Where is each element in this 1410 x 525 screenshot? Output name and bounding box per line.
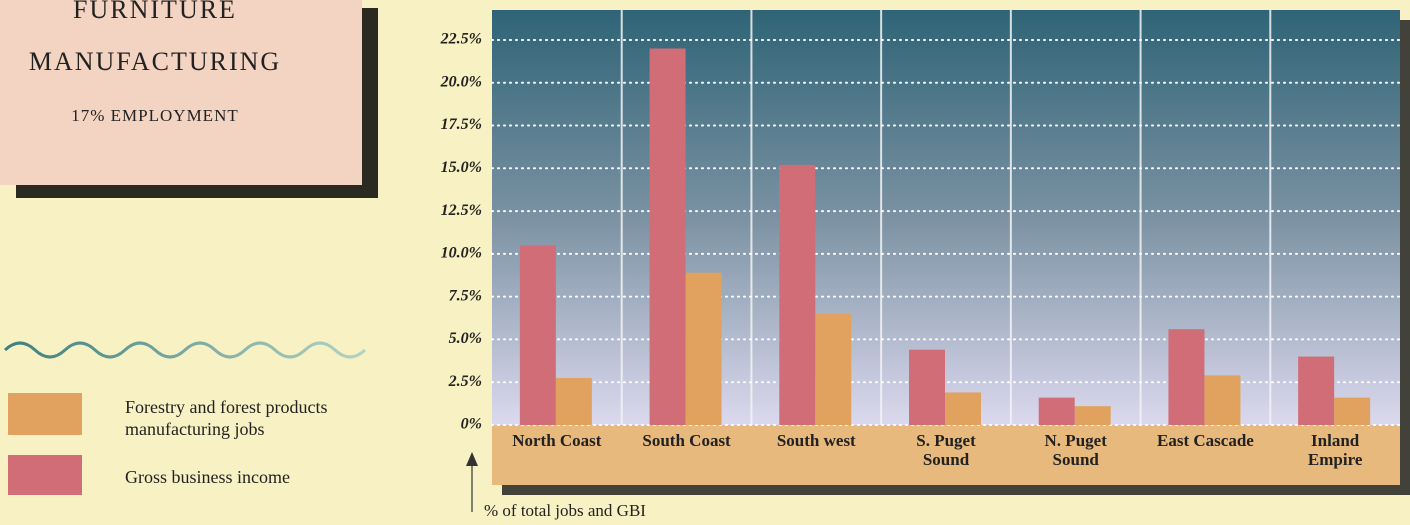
divider xyxy=(3,341,367,359)
legend-swatch xyxy=(8,455,82,495)
x-tick-label: N. Puget Sound xyxy=(1044,431,1107,469)
bar xyxy=(815,313,852,425)
y-tick-label: 10.0% xyxy=(441,245,482,262)
category-band xyxy=(492,425,1400,485)
panel-title: FURNITURE xyxy=(73,0,237,24)
x-tick-label: S. Puget Sound xyxy=(916,431,976,469)
y-tick-label: 20.0% xyxy=(440,73,482,90)
bar xyxy=(1168,329,1205,425)
bar xyxy=(1204,375,1241,425)
bar xyxy=(649,48,686,425)
y-tick-label: 5.0% xyxy=(449,330,482,347)
bar xyxy=(1074,406,1111,425)
legend-swatch xyxy=(8,393,82,435)
bar xyxy=(519,245,556,425)
legend-label: Forestry and forest products manufacturi… xyxy=(125,397,328,439)
x-tick-label: Inland Empire xyxy=(1307,431,1363,469)
bar xyxy=(1334,397,1371,425)
legend-label: Gross business income xyxy=(125,467,290,487)
panel xyxy=(0,0,362,185)
x-tick-label: East Cascade xyxy=(1157,431,1254,450)
bar xyxy=(909,349,945,425)
bar xyxy=(779,164,816,425)
bar xyxy=(1038,397,1075,425)
x-tick-label: South west xyxy=(776,431,856,450)
bar xyxy=(1298,356,1335,425)
y-tick-label: 17.5% xyxy=(441,116,482,133)
y-tick-label: 22.5% xyxy=(440,31,482,48)
x-tick-label: South Coast xyxy=(642,431,731,450)
bar xyxy=(945,392,981,425)
bar xyxy=(685,272,722,425)
y-tick-label: 2.5% xyxy=(448,373,482,390)
y-tick-label: 0% xyxy=(461,416,482,433)
y-axis-label: % of total jobs and GBI xyxy=(484,501,646,520)
plot-area xyxy=(492,10,1400,425)
bar xyxy=(555,377,592,425)
panel-subtitle: 17% EMPLOYMENT xyxy=(71,106,238,125)
y-tick-label: 15.0% xyxy=(441,159,482,176)
axis-arrow-head xyxy=(466,452,478,466)
y-tick-label: 12.5% xyxy=(441,202,482,219)
x-tick-label: North Coast xyxy=(512,431,602,450)
y-tick-label: 7.5% xyxy=(449,287,482,304)
panel-title: MANUFACTURING xyxy=(29,47,281,76)
